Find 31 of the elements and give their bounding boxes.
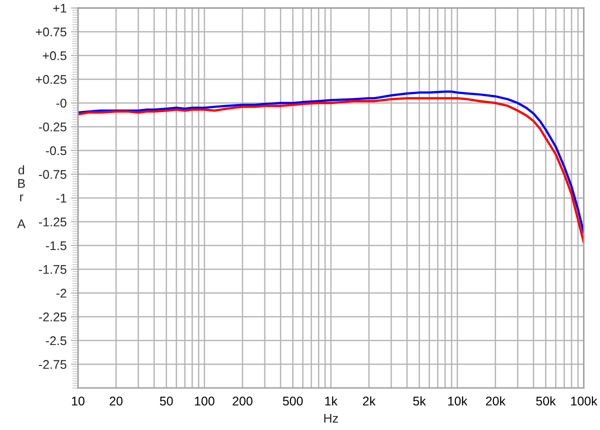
y-tick-label: +0.75 xyxy=(36,28,66,36)
y-tick-label: -2.25 xyxy=(38,312,66,322)
y-tick-label: -1.75 xyxy=(38,265,66,274)
y-tick-label: -1 xyxy=(56,194,66,203)
x-tick-label: 50 xyxy=(160,396,173,406)
y-tick-label: -0 xyxy=(56,98,66,108)
x-tick-label: 1k xyxy=(325,396,338,406)
y-tick-label: -0.25 xyxy=(38,122,66,132)
x-tick-label: 100 xyxy=(194,396,214,406)
x-tick-label: 20 xyxy=(110,396,123,406)
y-tick-label: -0.5 xyxy=(46,146,66,156)
x-tick-label: 200 xyxy=(232,396,252,406)
y-tick-label: -1.5 xyxy=(46,241,66,250)
x-tick-label: 10k xyxy=(448,396,468,406)
text: dBr A xyxy=(17,165,26,228)
y-tick-label: -2.75 xyxy=(38,360,66,369)
y-tick-label: -1.25 xyxy=(38,218,66,226)
y-tick-label: -2.5 xyxy=(46,336,66,346)
x-tick-label: 500 xyxy=(282,396,303,406)
x-tick-label: 20k xyxy=(486,396,506,406)
y-tick-label: +0.5 xyxy=(42,51,66,60)
y-tick-label: -2 xyxy=(56,288,66,298)
x-tick-label: 5k xyxy=(413,396,426,406)
x-axis-title: Hz xyxy=(324,414,338,423)
x-tick-label: 10 xyxy=(72,396,84,406)
x-tick-label: 2k xyxy=(362,396,376,406)
y-tick-label: -0.75 xyxy=(38,170,66,179)
x-tick-label: 50k xyxy=(536,396,556,406)
y-tick-label: +0.25 xyxy=(36,75,66,84)
y-tick-label: +1 xyxy=(53,4,66,13)
x-tick-label: 100k xyxy=(571,396,598,406)
